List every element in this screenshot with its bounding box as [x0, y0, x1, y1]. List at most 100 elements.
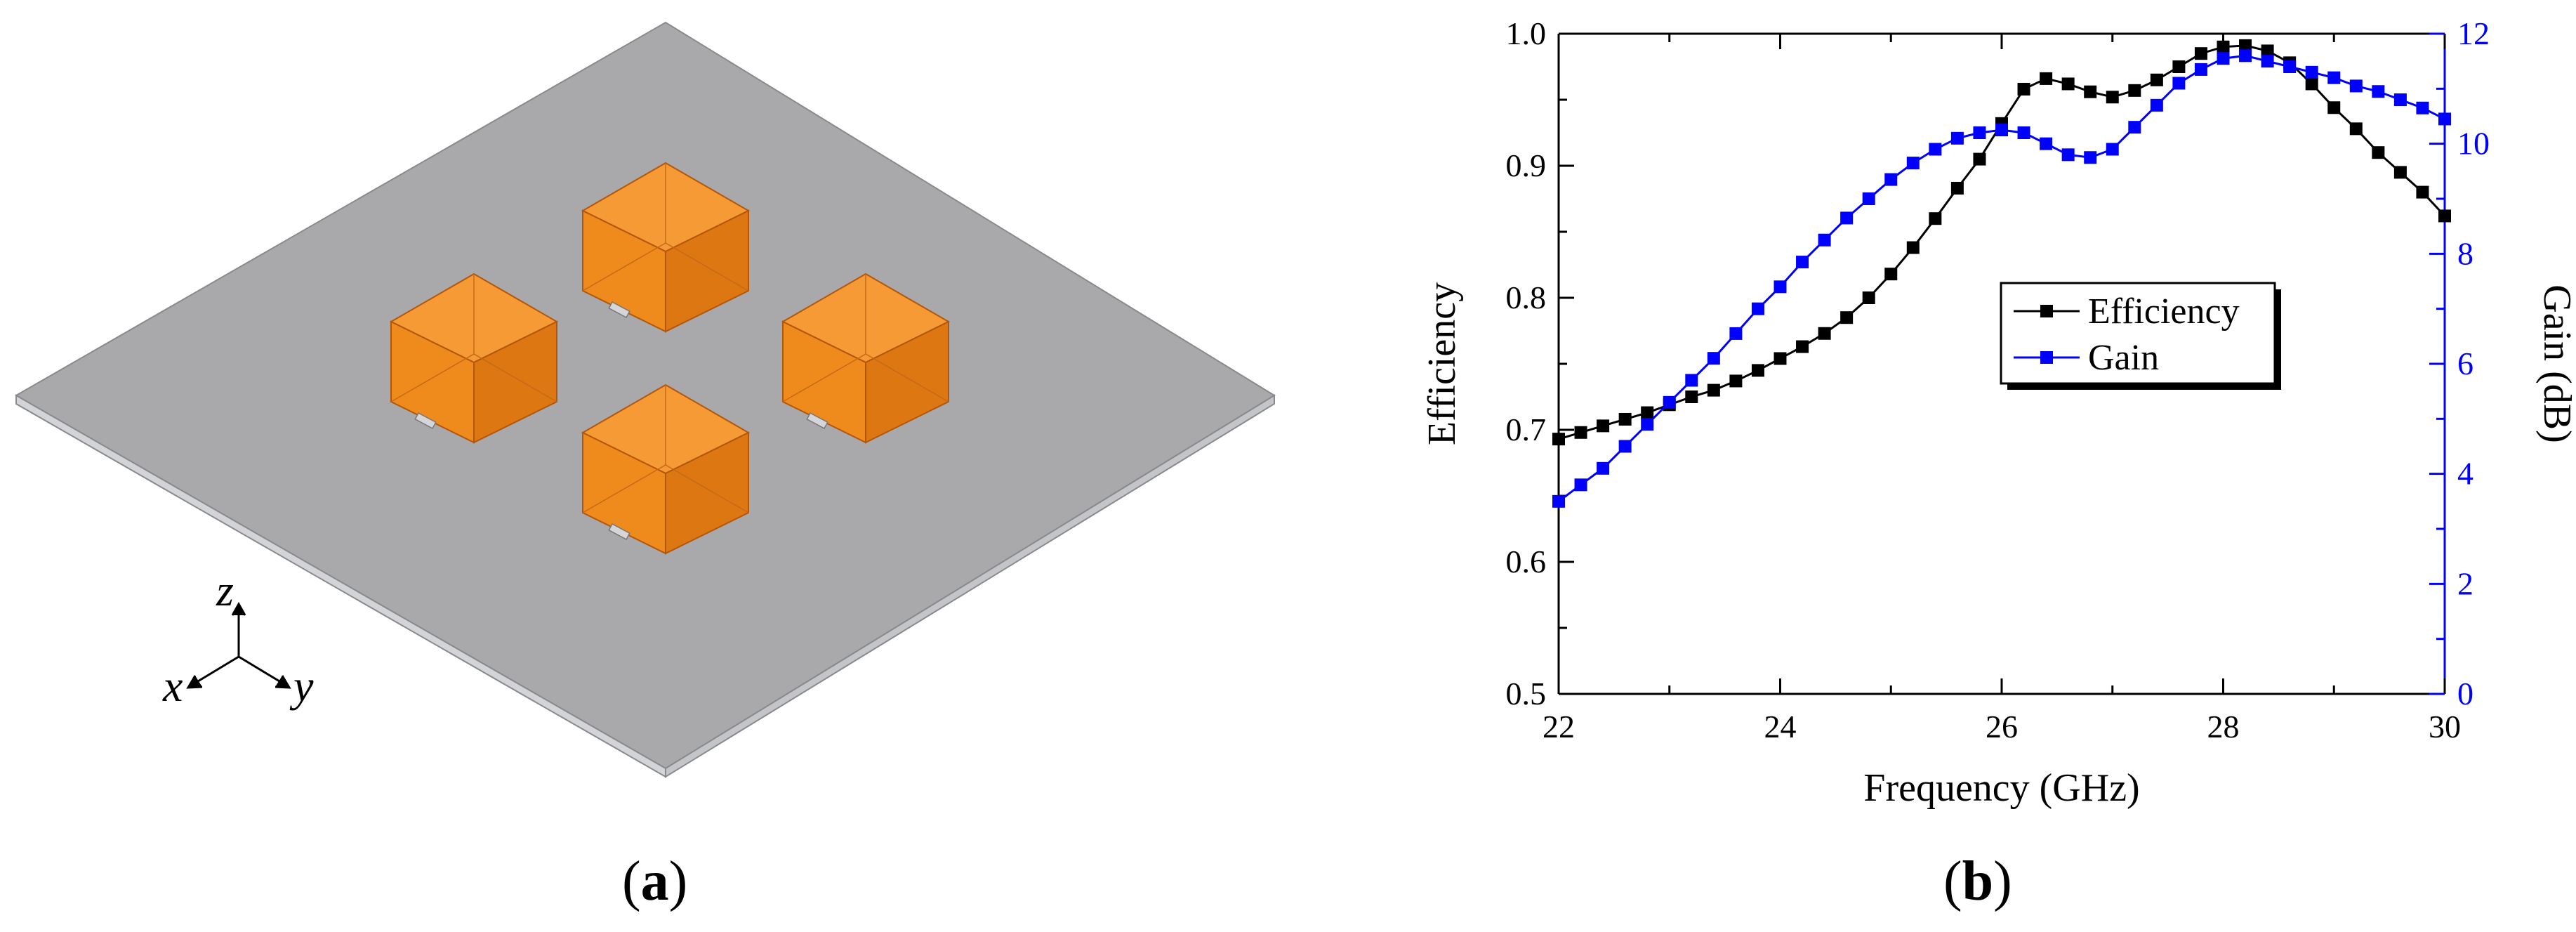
gain-point	[2106, 143, 2119, 156]
panel-letter: a	[640, 851, 669, 912]
y-tick-label: 0.9	[1506, 147, 1547, 183]
y-tick-label: 0.7	[1506, 412, 1547, 447]
gain-point	[1729, 327, 1743, 340]
gain-point	[1929, 143, 1942, 156]
gain-point	[1641, 418, 1654, 431]
gain-point	[1618, 440, 1632, 453]
feed-probe	[414, 412, 437, 430]
x-tick-label: 22	[1543, 709, 1575, 744]
y2-tick-label: 12	[2457, 15, 2490, 51]
efficiency-point	[1862, 291, 1875, 304]
gain-point	[2393, 93, 2407, 106]
gain-point	[1796, 256, 1809, 269]
efficiency-point	[2150, 73, 2163, 86]
efficiency-point	[1618, 412, 1632, 426]
panel-b-efficiency-gain-chart: 22 24 26 28 30 0.5 0.6 0.7 0.8 0.9 1.0 0 2 4 6 8 10 12 Fr…	[1306, 0, 2576, 928]
efficiency-point	[2194, 47, 2207, 60]
x-tick-label: 26	[1986, 709, 2018, 744]
legend-marker-gain	[2040, 351, 2053, 364]
gain-point	[2150, 98, 2163, 112]
paren-close: )	[668, 851, 688, 912]
gain-point	[2194, 63, 2207, 76]
gain-point	[1840, 211, 1854, 225]
y2-tick-label: 2	[2457, 565, 2473, 601]
y2-tick-label: 6	[2457, 346, 2473, 381]
antenna-3d-illustration: z x y	[14, 21, 1276, 778]
gain-point	[2283, 60, 2297, 73]
chart-legend: Efficiency Gain	[2000, 282, 2281, 390]
x-axis-label: x	[162, 661, 183, 711]
coordinate-axes	[186, 601, 291, 689]
gain-point	[2084, 151, 2097, 164]
x-tick-label: 28	[2207, 709, 2240, 744]
gain-point	[2172, 77, 2186, 90]
gain-point	[2372, 85, 2385, 98]
gain-point	[2261, 55, 2274, 68]
efficiency-point	[2172, 60, 2186, 73]
gain-point	[1574, 478, 1587, 492]
efficiency-point	[2349, 122, 2363, 136]
panel-letter: b	[1962, 851, 1994, 912]
efficiency-point	[2305, 77, 2318, 91]
efficiency-point	[1641, 406, 1654, 419]
gain-point	[1707, 352, 1720, 365]
panel-label-b: (b)	[1943, 850, 2012, 914]
panel-label-a: (a)	[622, 850, 687, 914]
substrate-top	[14, 21, 1276, 770]
efficiency-point	[1973, 152, 1986, 166]
gain-point	[2239, 49, 2252, 63]
y2-tick-label: 8	[2457, 235, 2473, 271]
gain-point	[1818, 233, 1831, 247]
panel-a-antenna-model: z x y (a)	[14, 21, 1276, 914]
gain-point	[1973, 126, 1986, 139]
gain-point	[2438, 112, 2451, 126]
efficiency-point	[1729, 374, 1743, 388]
gain-point	[1995, 124, 2008, 137]
resonator-cube-left	[389, 273, 559, 444]
paren-open: (	[622, 851, 641, 912]
resonator-cube-bottom	[581, 383, 751, 555]
gain-point	[1950, 131, 1964, 145]
efficiency-point	[2217, 40, 2230, 53]
gain-point	[1685, 374, 1698, 387]
gain-point	[2349, 79, 2363, 93]
efficiency-point	[1929, 212, 1942, 225]
efficiency-point	[2327, 101, 2341, 114]
gain-point	[1906, 157, 1920, 170]
efficiency-point	[1950, 181, 1964, 195]
efficiency-point	[2416, 185, 2429, 199]
efficiency-point	[1685, 390, 1698, 403]
gain-point	[2217, 52, 2230, 65]
gain-point	[1862, 192, 1875, 205]
efficiency-point	[1906, 241, 1920, 254]
y-tick-label: 0.6	[1506, 544, 1547, 579]
efficiency-point	[1597, 419, 1610, 433]
resonator-cube-top	[581, 162, 751, 333]
gain-point	[2061, 148, 2075, 162]
series-layer	[1552, 39, 2451, 508]
efficiency-point	[2261, 44, 2274, 58]
gain-point	[1663, 395, 1676, 409]
efficiency-point	[2017, 82, 2030, 96]
efficiency-point	[2128, 84, 2141, 97]
x-tick-label: 24	[1764, 709, 1797, 744]
y-axis-label: y	[289, 661, 314, 711]
efficiency-point	[1552, 433, 1565, 446]
efficiency-point	[1884, 268, 1898, 281]
efficiency-point	[2061, 77, 2075, 91]
gain-point	[1597, 461, 1610, 475]
efficiency-point	[2393, 166, 2407, 179]
efficiency-point	[1796, 340, 1809, 353]
efficiency-point	[1774, 352, 1787, 365]
efficiency-point	[1818, 327, 1831, 340]
feed-probe	[806, 412, 828, 430]
y2-tick-label: 4	[2457, 456, 2473, 492]
gain-point	[2327, 71, 2341, 84]
feed-probe	[608, 301, 630, 319]
efficiency-point	[1840, 311, 1854, 324]
gain-point	[2017, 126, 2030, 139]
legend-box	[2000, 282, 2276, 385]
substrate-right-edge	[665, 394, 1275, 778]
